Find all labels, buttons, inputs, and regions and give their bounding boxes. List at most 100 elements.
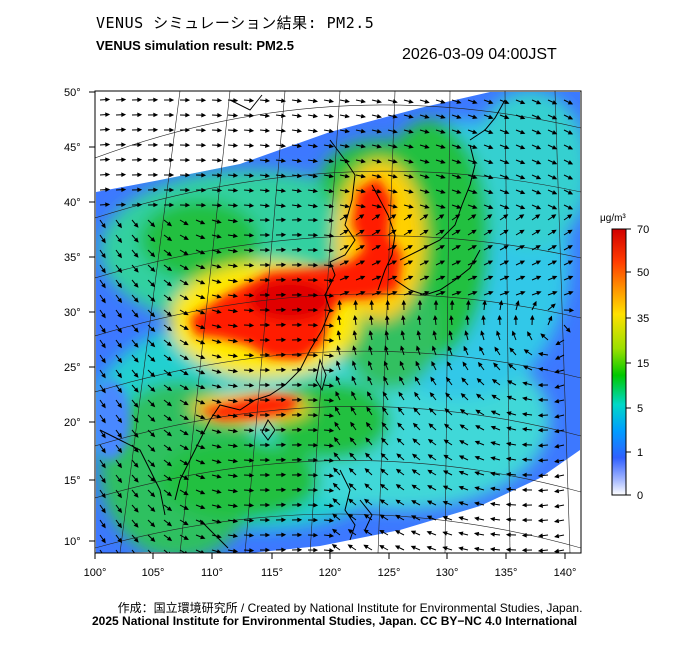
wind-arrowhead [328, 173, 335, 179]
wind-arrowhead [297, 472, 303, 478]
wind-arrowhead [428, 407, 434, 413]
wind-arrowhead [352, 330, 358, 336]
wind-arrowhead [169, 97, 175, 103]
wind-arrowhead [183, 505, 189, 510]
wind-arrowhead [133, 432, 139, 438]
wind-arrowhead [249, 548, 255, 553]
wind-arrowhead [166, 401, 173, 407]
wind-arrowhead [133, 252, 139, 258]
wind-arrowhead [329, 278, 335, 283]
wind-arrowhead [200, 549, 205, 553]
wind-arrowhead [169, 142, 175, 148]
wind-arrowhead [448, 330, 453, 336]
wind-arrowhead [479, 346, 484, 352]
wind-arrowhead [503, 260, 510, 265]
wind-arrowhead [265, 472, 271, 478]
wind-arrowhead [537, 443, 543, 448]
wind-arrowhead [117, 432, 122, 439]
wind-arrowhead [567, 229, 573, 235]
wind-arrowhead [233, 443, 239, 449]
wind-arrowhead [472, 204, 478, 209]
wind-arrowhead [344, 203, 350, 209]
wind-arrowhead [536, 129, 542, 135]
wind-arrowhead [185, 172, 191, 178]
wind-arrowhead [536, 159, 542, 165]
wind-arrowhead [553, 488, 560, 494]
wind-arrowhead [265, 382, 271, 388]
wind-arrowhead [424, 129, 430, 134]
wind-arrowhead [537, 533, 544, 538]
wind-arrowhead [489, 532, 496, 537]
wind-arrowhead [463, 345, 468, 352]
wind-arrowhead [380, 437, 387, 443]
colorbar-scale [611, 228, 627, 496]
wind-arrowhead [487, 214, 493, 219]
wind-arrowhead [505, 502, 511, 507]
wind-arrowhead [456, 159, 462, 164]
wind-arrowhead [216, 414, 222, 419]
wind-arrowhead [105, 157, 111, 162]
wind-arrowhead [554, 533, 560, 539]
wind-arrowhead [416, 345, 421, 351]
wind-arrowhead [344, 143, 350, 149]
wind-arrowhead [490, 410, 497, 415]
wind-arrowhead [200, 369, 206, 375]
wind-arrowhead [392, 159, 398, 164]
wind-arrowhead [101, 298, 106, 304]
wind-arrowhead [427, 485, 433, 490]
wind-arrowhead [384, 314, 390, 321]
wind-arrowhead [264, 143, 271, 148]
wind-arrowhead [297, 367, 303, 373]
wind-arrowhead [382, 391, 388, 397]
wind-arrowhead [359, 229, 365, 235]
wind-arrowhead [333, 467, 339, 473]
wind-arrowhead [506, 426, 512, 431]
wind-arrowhead [442, 485, 449, 490]
wind-arrowhead [472, 129, 478, 134]
wind-arrowhead [166, 281, 173, 287]
wind-arrowhead [150, 402, 156, 408]
wind-arrowhead [312, 203, 319, 209]
wind-arrowhead [456, 114, 462, 119]
wind-arrowhead [488, 159, 494, 165]
wind-arrowhead [459, 424, 465, 429]
wind-arrowhead [101, 328, 106, 334]
wind-arrowhead [473, 546, 480, 552]
wind-arrowhead [281, 487, 287, 493]
wind-arrowhead [200, 399, 206, 405]
wind-arrowhead [150, 476, 156, 483]
wind-arrowhead [360, 203, 366, 209]
wind-arrowhead [504, 275, 510, 281]
wind-arrowhead [456, 204, 462, 209]
wind-arrowhead [401, 299, 407, 305]
wind-arrowhead [265, 367, 271, 373]
wind-arrowhead [249, 232, 255, 238]
wind-arrowhead [249, 382, 255, 388]
wind-arrowhead [101, 223, 106, 229]
lon-tick: 100° [84, 567, 107, 579]
colorbar-label: 70 [637, 224, 649, 236]
wind-arrowhead [169, 127, 175, 133]
wind-arrowhead [105, 202, 111, 207]
wind-arrowhead [424, 99, 430, 104]
wind-arrowhead [399, 376, 404, 382]
wind-arrowhead [166, 311, 173, 317]
wind-arrowhead [503, 229, 509, 235]
wind-arrowhead [442, 546, 448, 551]
lon-tick: 135° [495, 567, 518, 579]
wind-arrowhead [313, 502, 319, 508]
wind-arrowhead [121, 142, 127, 148]
wind-arrowhead [428, 423, 434, 429]
wind-arrowhead [166, 416, 173, 422]
wind-arrowhead [509, 347, 515, 353]
wind-arrowhead [233, 203, 239, 208]
wind-arrowhead [472, 189, 478, 194]
wind-arrowhead [281, 247, 287, 253]
wind-arrowhead [493, 362, 499, 368]
wind-arrowhead [363, 513, 369, 519]
wind-arrowhead [101, 508, 106, 514]
wind-arrowhead [474, 455, 480, 461]
wind-arrowhead [521, 532, 527, 538]
wind-arrowhead [264, 203, 271, 208]
wind-arrowhead [329, 338, 335, 343]
